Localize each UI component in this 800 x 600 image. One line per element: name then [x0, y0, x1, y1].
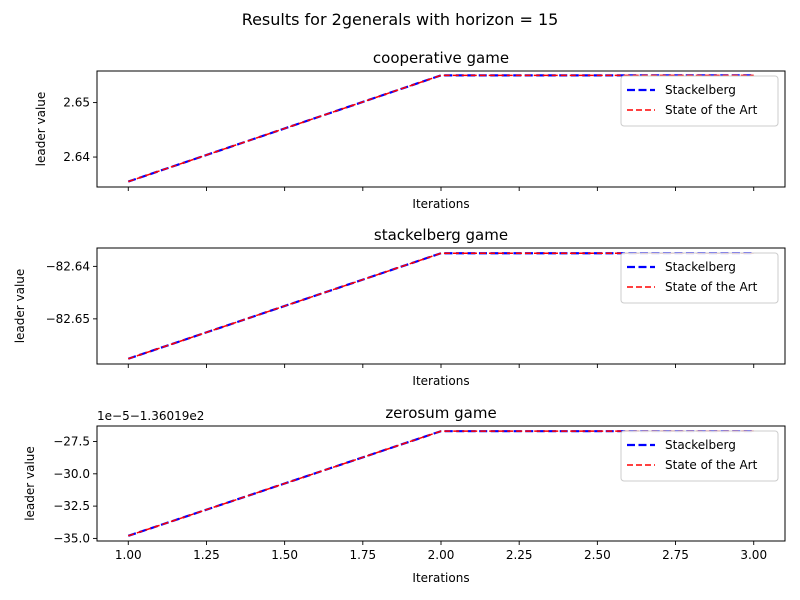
series-line-state-of-the-art — [128, 430, 754, 537]
subplot-stackelberg: stackelberg game Iterations −82.65 −82.64 le… — [13, 226, 786, 388]
figure-title: Results for 2generals with horizon = 15 — [242, 10, 559, 29]
subplot-title: zerosum game — [385, 404, 496, 422]
legend: Stackelberg State of the Art — [620, 75, 779, 127]
y-tick-label: −35.0 — [53, 531, 90, 545]
legend-label: State of the Art — [665, 280, 758, 294]
legend-label: Stackelberg — [665, 83, 736, 97]
x-axis-label: Iterations — [412, 197, 469, 211]
x-tick-label: 1.75 — [349, 548, 376, 562]
legend-box — [620, 430, 779, 482]
subplot-cooperative: cooperative game Iterations 2.64 2.65 leader… — [34, 49, 786, 211]
legend-box — [620, 252, 779, 304]
y-axis-label: leader value — [34, 92, 48, 167]
legend-label: State of the Art — [665, 458, 758, 472]
y-tick-label: 2.64 — [63, 150, 90, 164]
x-tick-label: 2.00 — [428, 548, 455, 562]
series-line-state-of-the-art — [128, 74, 754, 183]
x-tick-label: 2.50 — [584, 548, 611, 562]
axes-frame — [96, 70, 786, 188]
y-axis-label: leader value — [23, 446, 37, 521]
y-tick-label: 2.65 — [63, 96, 90, 110]
legend-label: Stackelberg — [665, 438, 736, 452]
legend-box — [620, 75, 779, 127]
x-axis-label: Iterations — [412, 571, 469, 585]
series-line-state-of-the-art — [128, 252, 754, 360]
x-tick-label: 1.00 — [115, 548, 142, 562]
x-tick-label: 1.25 — [193, 548, 220, 562]
y-axis-label: leader value — [13, 269, 27, 344]
subplot-title: cooperative game — [373, 49, 509, 67]
y-tick-label: −82.64 — [46, 259, 90, 273]
axes-frame — [96, 425, 786, 542]
subplot-title: stackelberg game — [374, 226, 508, 244]
legend-label: State of the Art — [665, 103, 758, 117]
legend: Stackelberg State of the Art — [620, 252, 779, 304]
legend-label: Stackelberg — [665, 260, 736, 274]
y-tick-label: −82.65 — [46, 312, 90, 326]
x-tick-label: 3.00 — [740, 548, 767, 562]
y-tick-label: −30.0 — [53, 467, 90, 481]
subplot-zerosum: zerosum game 1.00 1.25 1.50 1.75 2.00 2.25 2.50… — [23, 404, 786, 585]
x-tick-label: 2.25 — [506, 548, 533, 562]
y-offset-text: 1e−5−1.36019e2 — [97, 409, 204, 423]
x-tick-label: 2.75 — [662, 548, 689, 562]
axes-frame — [96, 247, 786, 365]
x-axis-label: Iterations — [412, 374, 469, 388]
legend: Stackelberg State of the Art — [620, 430, 779, 482]
x-tick-label: 1.50 — [271, 548, 298, 562]
y-tick-label: −32.5 — [53, 499, 90, 513]
y-tick-label: −27.5 — [53, 435, 90, 449]
